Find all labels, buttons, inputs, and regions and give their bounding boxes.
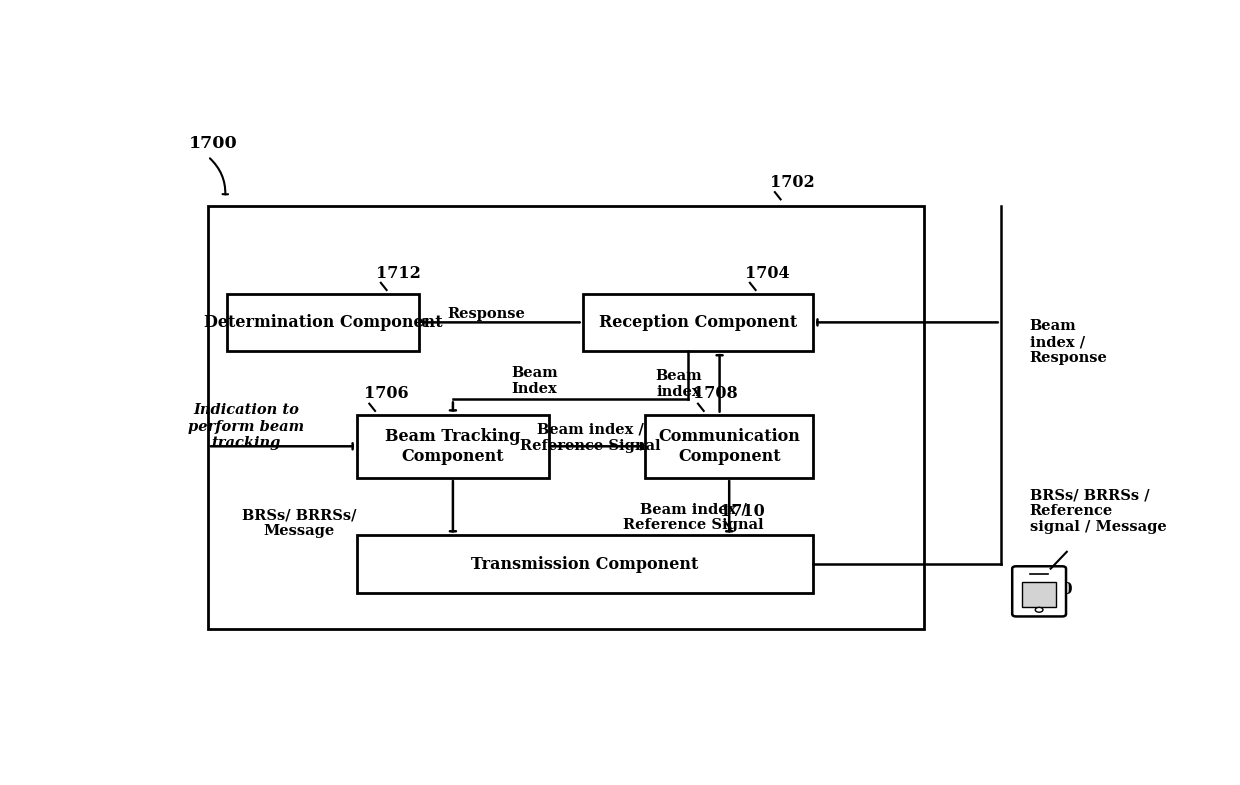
Text: 1750: 1750 [1028, 581, 1073, 598]
Text: Beam
index: Beam index [656, 369, 702, 400]
Text: Beam index /
Reference Signal: Beam index / Reference Signal [622, 502, 764, 532]
Text: Beam
Index: Beam Index [511, 367, 558, 396]
Circle shape [1035, 608, 1043, 612]
Bar [357, 535, 813, 593]
Text: Beam
index /
Response: Beam index / Response [1029, 319, 1107, 365]
Bar [1022, 582, 1056, 607]
Bar [208, 206, 924, 629]
Text: 1702: 1702 [770, 174, 815, 191]
Text: Indication to
perform beam
tracking: Indication to perform beam tracking [188, 403, 304, 450]
Text: BRSs/ BRRSs /
Reference
signal / Message: BRSs/ BRRSs / Reference signal / Message [1029, 488, 1167, 535]
Text: 1712: 1712 [376, 265, 420, 282]
Text: 1708: 1708 [693, 385, 738, 403]
Text: Reception Component: Reception Component [599, 314, 797, 331]
Text: 1700: 1700 [188, 134, 237, 152]
Text: Transmission Component: Transmission Component [471, 556, 698, 573]
FancyBboxPatch shape [1012, 566, 1066, 616]
Text: 1704: 1704 [745, 265, 790, 282]
Text: Beam index /
Reference Signal: Beam index / Reference Signal [520, 422, 661, 453]
Text: Beam Tracking
Component: Beam Tracking Component [386, 428, 521, 465]
Bar [357, 414, 549, 478]
Text: Determination Component: Determination Component [203, 314, 443, 331]
Bar [227, 294, 419, 351]
Text: 1710: 1710 [720, 503, 765, 520]
Text: 1706: 1706 [365, 385, 409, 403]
Bar [583, 294, 813, 351]
Text: Response: Response [448, 307, 526, 320]
Text: Communication
Component: Communication Component [658, 428, 800, 465]
Bar [645, 414, 813, 478]
Text: BRSs/ BRRSs/
Message: BRSs/ BRRSs/ Message [242, 508, 356, 539]
